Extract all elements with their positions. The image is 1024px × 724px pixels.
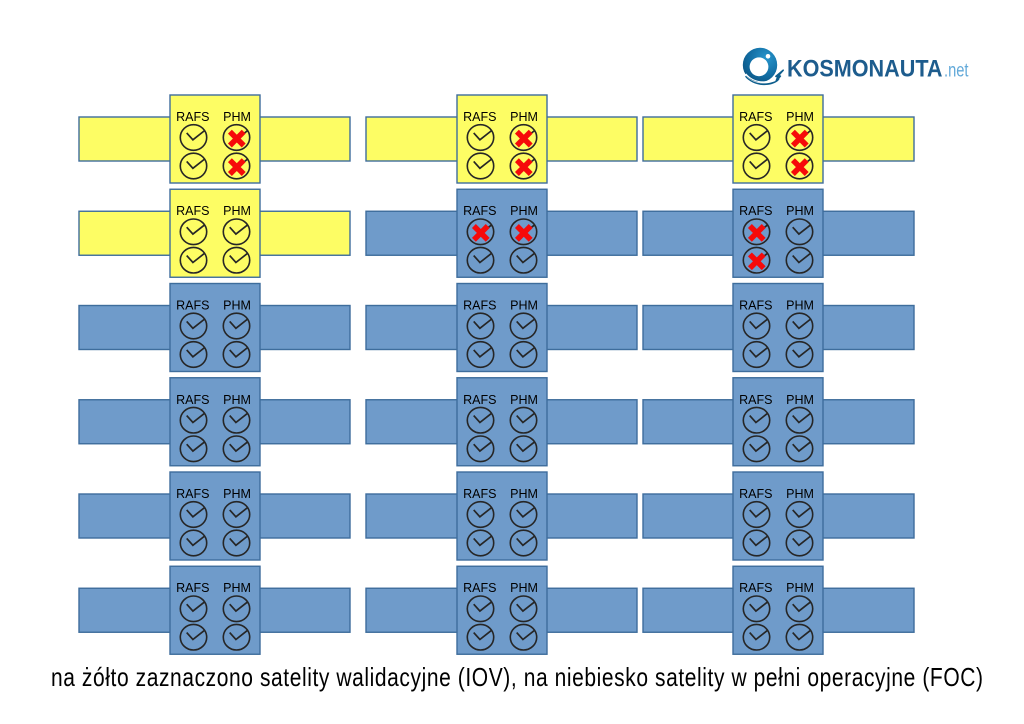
svg-text:RAFS: RAFS: [463, 487, 496, 501]
svg-text:RAFS: RAFS: [176, 581, 209, 595]
svg-text:PHM: PHM: [223, 581, 251, 595]
svg-text:RAFS: RAFS: [739, 299, 772, 313]
svg-text:PHM: PHM: [223, 110, 251, 124]
svg-text:PHM: PHM: [223, 204, 251, 218]
svg-text:RAFS: RAFS: [739, 581, 772, 595]
svg-text:RAFS: RAFS: [739, 110, 772, 124]
svg-text:RAFS: RAFS: [176, 299, 209, 313]
svg-text:PHM: PHM: [510, 204, 538, 218]
svg-text:RAFS: RAFS: [463, 581, 496, 595]
svg-text:RAFS: RAFS: [739, 393, 772, 407]
svg-text:PHM: PHM: [786, 581, 814, 595]
svg-text:RAFS: RAFS: [463, 204, 496, 218]
svg-text:PHM: PHM: [510, 299, 538, 313]
svg-text:RAFS: RAFS: [463, 299, 496, 313]
svg-text:PHM: PHM: [786, 299, 814, 313]
svg-text:PHM: PHM: [510, 110, 538, 124]
svg-text:RAFS: RAFS: [176, 393, 209, 407]
svg-text:.net: .net: [944, 60, 969, 81]
svg-text:RAFS: RAFS: [176, 110, 209, 124]
svg-text:PHM: PHM: [510, 581, 538, 595]
svg-text:RAFS: RAFS: [739, 487, 772, 501]
svg-text:PHM: PHM: [510, 487, 538, 501]
svg-text:PHM: PHM: [786, 110, 814, 124]
svg-text:PHM: PHM: [786, 393, 814, 407]
svg-text:PHM: PHM: [786, 204, 814, 218]
svg-text:PHM: PHM: [223, 299, 251, 313]
svg-text:PHM: PHM: [510, 393, 538, 407]
svg-text:RAFS: RAFS: [739, 204, 772, 218]
svg-text:RAFS: RAFS: [463, 393, 496, 407]
svg-text:KOSMONAUTA: KOSMONAUTA: [787, 55, 943, 82]
svg-text:PHM: PHM: [223, 393, 251, 407]
svg-text:PHM: PHM: [786, 487, 814, 501]
svg-text:na żółto zaznaczono satelity w: na żółto zaznaczono satelity walidacyjne…: [51, 663, 983, 693]
svg-text:RAFS: RAFS: [176, 487, 209, 501]
svg-text:RAFS: RAFS: [176, 204, 209, 218]
svg-text:PHM: PHM: [223, 487, 251, 501]
svg-text:RAFS: RAFS: [463, 110, 496, 124]
